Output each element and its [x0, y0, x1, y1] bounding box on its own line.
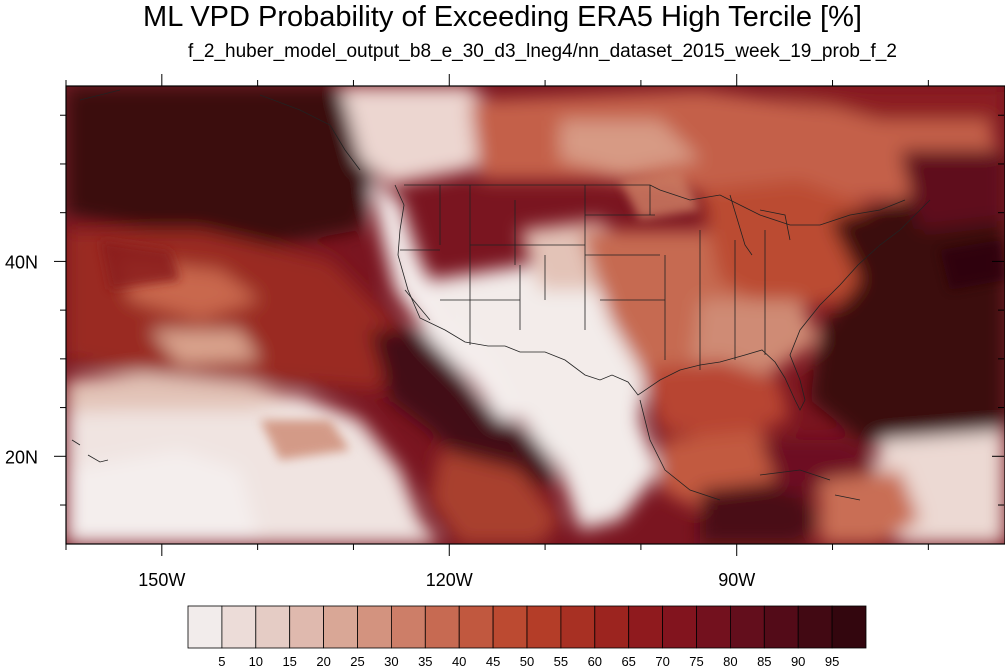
colorbar-swatch: [594, 605, 630, 649]
colorbar-label: 10: [249, 654, 263, 669]
colorbar-swatch: [255, 605, 291, 649]
colorbar-swatch: [357, 605, 392, 649]
colorbar-label: 15: [282, 654, 296, 669]
colorbar-swatch: [628, 605, 664, 649]
colorbar-label: 95: [825, 654, 839, 669]
boundaries: [71, 89, 931, 501]
colorbar-swatch: [424, 605, 460, 649]
colorbar-swatch: [662, 605, 697, 649]
colorbar-swatch: [187, 605, 223, 649]
colorbar-swatch: [696, 605, 731, 649]
colorbar-swatch: [289, 605, 325, 649]
colorbar-swatch: [730, 605, 765, 649]
colorbar-label: 70: [655, 654, 669, 669]
colorbar-swatch: [763, 605, 799, 649]
map-frame: [65, 85, 1005, 545]
lon-tick-label: 90W: [718, 570, 755, 590]
colorbar-label: 85: [757, 654, 771, 669]
colorbar-label: 80: [723, 654, 737, 669]
colorbar-label: 35: [418, 654, 432, 669]
colorbar: 5 10 15 20 25 30 35 40 45 50 55 60 65 70 75 80 85 90 95: [187, 605, 867, 669]
axis-ticks: 150W 120W 90W 40N 20N: [5, 74, 1004, 590]
colorbar-label: 40: [452, 654, 466, 669]
lon-tick-label: 150W: [138, 570, 185, 590]
colorbar-label: 55: [554, 654, 568, 669]
colorbar-swatch: [492, 605, 528, 649]
colorbar-label: 50: [520, 654, 534, 669]
colorbar-swatch: [560, 605, 596, 649]
lat-tick-label: 20N: [5, 447, 38, 467]
colorbar-label: 20: [316, 654, 330, 669]
colorbar-swatch: [323, 605, 358, 649]
probability-field: [66, 86, 1005, 544]
colorbar-label: 45: [486, 654, 500, 669]
colorbar-swatch: [390, 605, 426, 649]
colorbar-swatch: [221, 605, 257, 649]
lat-tick-label: 40N: [5, 252, 38, 272]
colorbar-swatch: [797, 605, 833, 649]
colorbar-label: 75: [689, 654, 703, 669]
colorbar-swatch: [458, 605, 494, 649]
colorbar-label: 30: [384, 654, 398, 669]
map-subtitle: f_2_huber_model_output_b8_e_30_d3_lneg4/…: [188, 41, 897, 62]
colorbar-label: 5: [218, 654, 225, 669]
colorbar-label: 60: [588, 654, 602, 669]
map-title: ML VPD Probability of Exceeding ERA5 Hig…: [143, 1, 862, 33]
colorbar-swatch: [831, 605, 867, 649]
colorbar-label: 65: [621, 654, 635, 669]
colorbar-swatch: [526, 605, 562, 649]
colorbar-label: 90: [791, 654, 805, 669]
colorbar-label: 25: [350, 654, 364, 669]
lon-tick-label: 120W: [426, 570, 473, 590]
